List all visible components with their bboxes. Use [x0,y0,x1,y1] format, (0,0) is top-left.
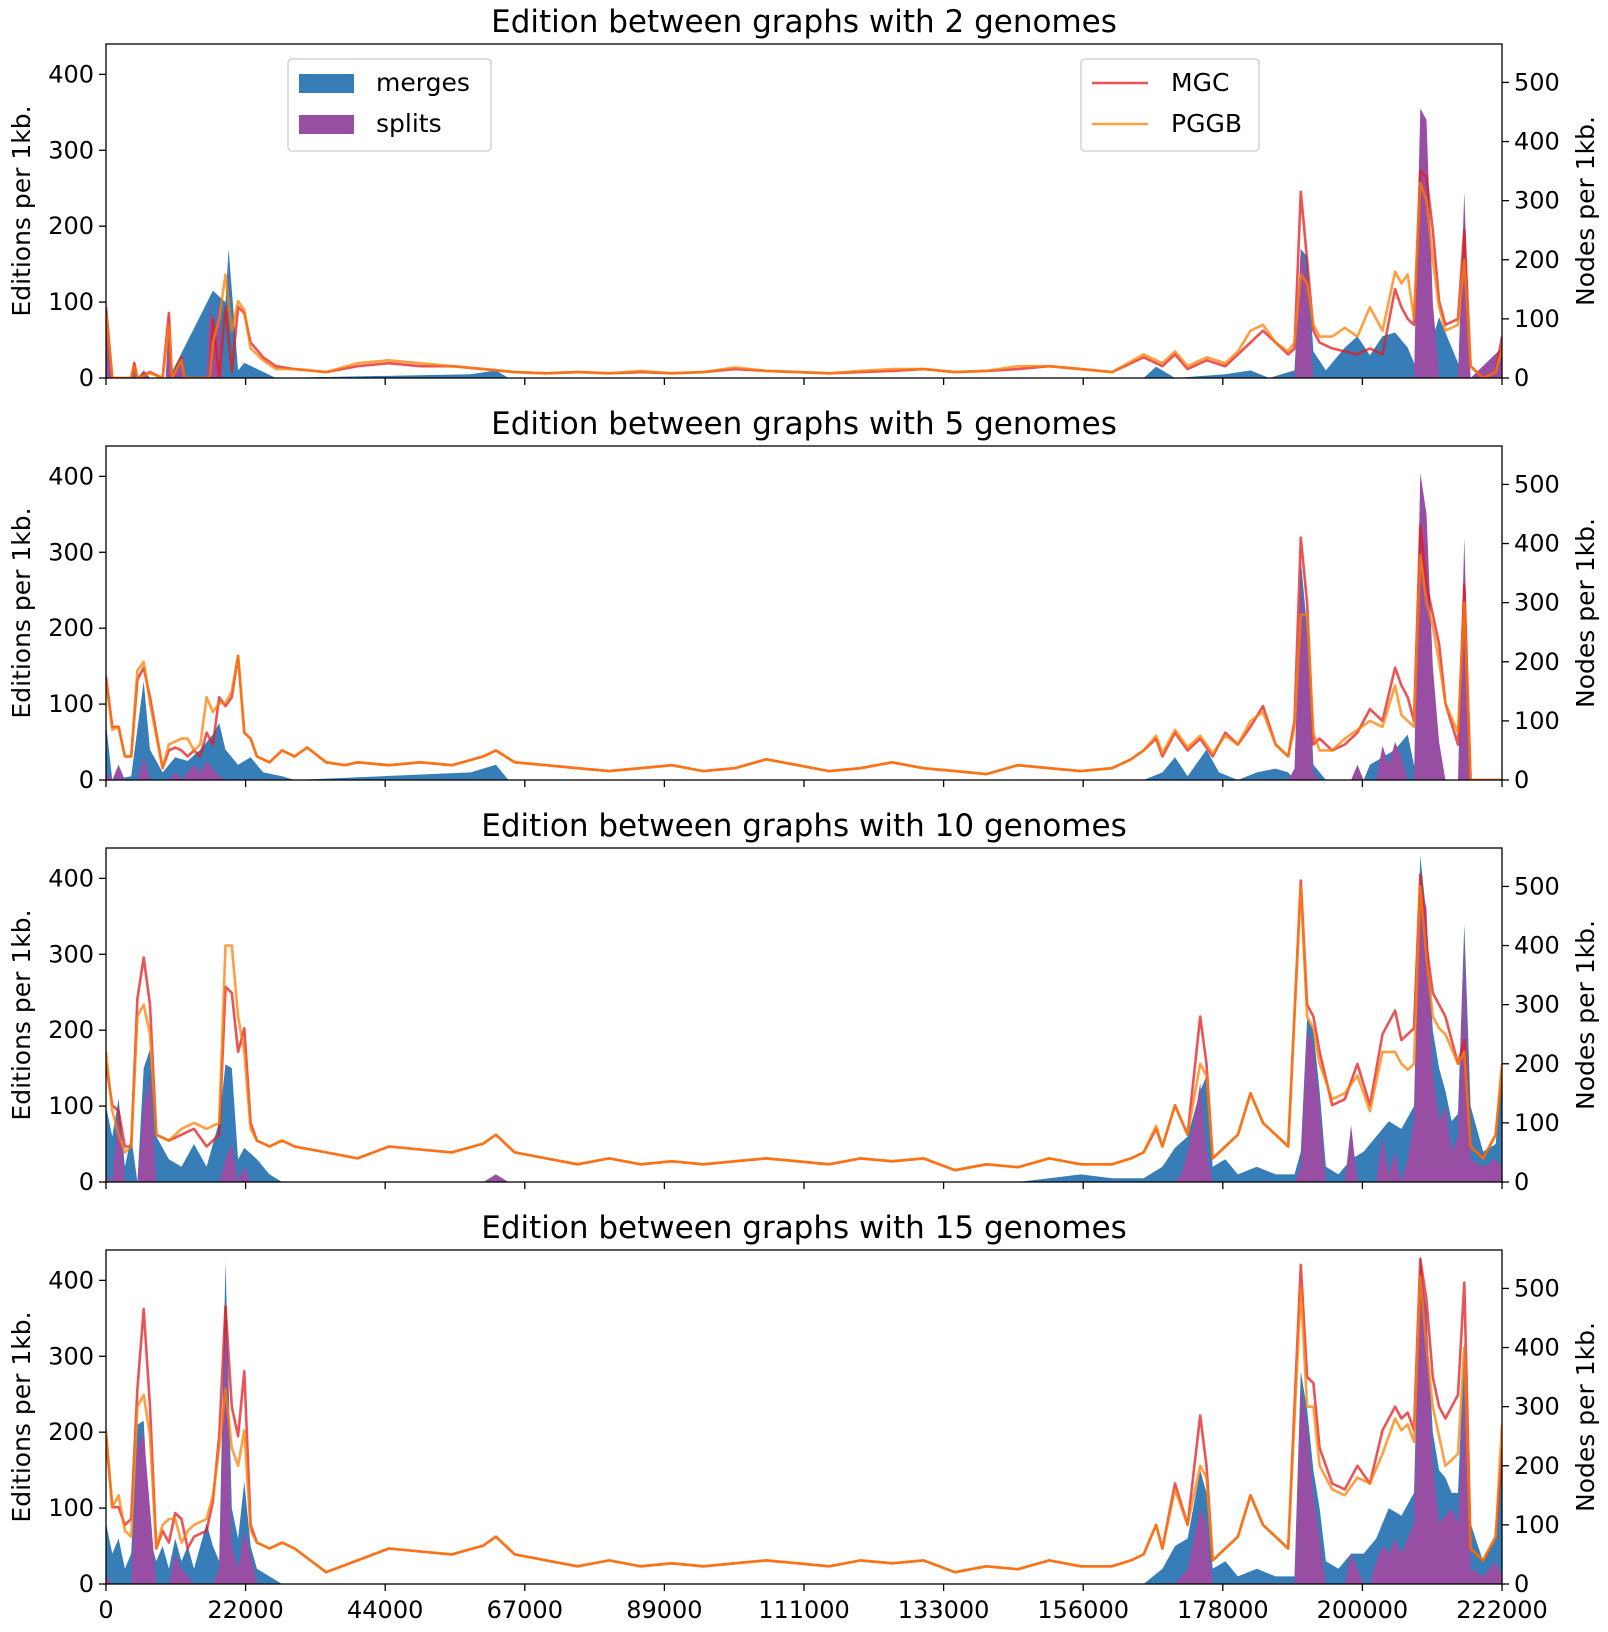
plot-area [106,472,1502,780]
mgc-line [106,1257,1502,1574]
y-right-tick-label: 0 [1514,1570,1529,1598]
pggb-line [106,1275,1502,1574]
y-right-tick-label: 300 [1514,991,1560,1019]
y-left-tick-label: 100 [48,690,94,718]
y-left-tick-label: 0 [79,1168,94,1196]
legend-label-pggb: PGGB [1171,109,1242,138]
panel-title: Edition between graphs with 10 genomes [481,808,1126,844]
x-tick-label: 156000 [1037,1596,1129,1624]
legend-left: merges splits [287,58,492,152]
y-left-axis-label: Editions per 1kb. [7,909,36,1120]
plot-area [106,855,1502,1182]
y-right-tick-label: 0 [1514,1168,1529,1196]
legend-label-splits: splits [376,109,442,138]
y-right-tick-label: 0 [1514,766,1529,794]
y-left-tick-label: 200 [48,212,94,240]
y-left-tick-label: 0 [79,766,94,794]
x-tick-label: 89000 [626,1596,702,1624]
y-left-tick-label: 100 [48,288,94,316]
x-tick-label: 0 [98,1596,113,1624]
pggb-line [106,885,1502,1172]
legend-right: MGC PGGB [1080,58,1260,152]
axes-frame [105,847,1503,1183]
merges-area [106,1253,1502,1584]
pggb-line [106,181,1502,378]
panel-2: Edition between graphs with 5 genomes 0 10… [7,406,1600,794]
panel-4: Edition between graphs with 15 genomes 0 1… [7,1210,1600,1624]
y-right-tick-label: 500 [1514,68,1560,96]
y-left-axis-label: Editions per 1kb. [7,1311,36,1522]
y-right-tick-label: 200 [1514,1050,1560,1078]
y-left-axis-label: Editions per 1kb. [7,507,36,718]
y-left-tick-label: 300 [48,136,94,164]
x-tick-label: 133000 [898,1596,990,1624]
y-right-axis-label: Nodes per 1kb. [1571,518,1600,708]
legend-label-merges: merges [376,68,470,97]
mgc-line [106,873,1502,1172]
y-right-tick-label: 400 [1514,932,1560,960]
y-right-tick-label: 100 [1514,1109,1560,1137]
x-tick-label: 222000 [1456,1596,1548,1624]
y-right-tick-label: 300 [1514,1393,1560,1421]
y-right-tick-label: 500 [1514,470,1560,498]
panel-1: Edition between graphs with 2 genomes 0 10… [7,4,1600,392]
y-left-axis-label: Editions per 1kb. [7,105,36,316]
x-tick-label: 67000 [487,1596,563,1624]
x-tick-label: 111000 [758,1596,850,1624]
merges-area [106,249,1502,378]
legend-label-mgc: MGC [1171,68,1229,97]
y-right-tick-label: 100 [1514,305,1560,333]
y-left-tick-label: 300 [48,940,94,968]
y-right-tick-label: 100 [1514,707,1560,735]
y-right-tick-label: 200 [1514,246,1560,274]
legend-swatch-merges [299,74,354,93]
y-left-tick-label: 300 [48,1342,94,1370]
y-left-tick-label: 100 [48,1092,94,1120]
merges-area [106,855,1502,1182]
y-right-tick-label: 500 [1514,872,1560,900]
y-left-tick-label: 200 [48,1418,94,1446]
y-left-tick-label: 300 [48,538,94,566]
panel-title: Edition between graphs with 5 genomes [491,406,1117,442]
merges-area [106,559,1502,780]
y-right-axis-label: Nodes per 1kb. [1571,1322,1600,1512]
y-right-tick-label: 300 [1514,187,1560,215]
y-left-tick-label: 0 [79,364,94,392]
y-right-tick-label: 500 [1514,1274,1560,1302]
y-right-tick-label: 200 [1514,1452,1560,1480]
plot-area [106,108,1502,378]
y-left-tick-label: 200 [48,1016,94,1044]
y-left-tick-label: 200 [48,614,94,642]
x-tick-label: 22000 [207,1596,283,1624]
y-right-axis-label: Nodes per 1kb. [1571,116,1600,306]
legend-swatch-splits [299,115,354,134]
y-right-tick-label: 100 [1514,1511,1560,1539]
panel-title: Edition between graphs with 2 genomes [491,4,1117,40]
y-left-tick-label: 100 [48,1494,94,1522]
y-left-tick-label: 400 [48,864,94,892]
y-right-tick-label: 400 [1514,128,1560,156]
pggb-line [106,554,1502,780]
splits-area [106,1265,1502,1584]
x-tick-label: 44000 [347,1596,423,1624]
y-right-tick-label: 400 [1514,1334,1560,1362]
axes-frame [105,1249,1503,1585]
y-left-tick-label: 400 [48,462,94,490]
y-left-tick-label: 400 [48,1266,94,1294]
x-tick-label: 200000 [1317,1596,1409,1624]
panel-title: Edition between graphs with 15 genomes [481,1210,1126,1246]
y-right-tick-label: 400 [1514,530,1560,558]
y-right-axis-label: Nodes per 1kb. [1571,920,1600,1110]
y-left-tick-label: 400 [48,60,94,88]
panel-3: Edition between graphs with 10 genomes 0 1… [7,808,1600,1196]
plot-area [106,1253,1502,1584]
y-right-tick-label: 200 [1514,648,1560,676]
y-left-tick-label: 0 [79,1570,94,1598]
y-right-tick-label: 0 [1514,364,1529,392]
y-right-tick-label: 300 [1514,589,1560,617]
x-tick-label: 178000 [1177,1596,1269,1624]
